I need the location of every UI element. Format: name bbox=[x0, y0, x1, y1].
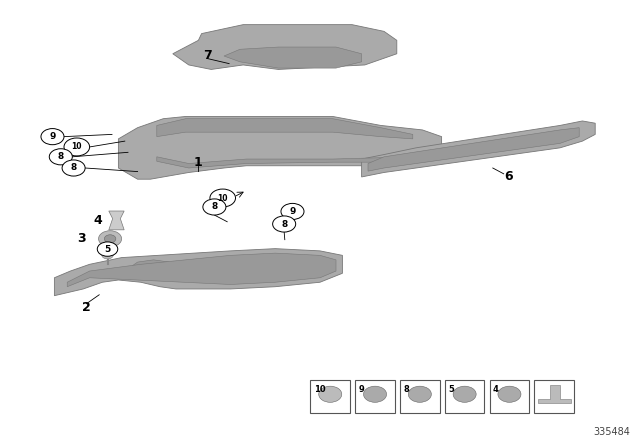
Circle shape bbox=[64, 138, 90, 156]
Polygon shape bbox=[173, 25, 397, 69]
FancyBboxPatch shape bbox=[445, 380, 484, 413]
Text: 5: 5 bbox=[104, 245, 111, 254]
Polygon shape bbox=[118, 116, 442, 179]
Text: 9: 9 bbox=[49, 132, 56, 141]
Polygon shape bbox=[157, 119, 413, 139]
Circle shape bbox=[319, 386, 342, 402]
Polygon shape bbox=[67, 253, 336, 287]
Text: 8: 8 bbox=[58, 152, 64, 161]
Polygon shape bbox=[362, 121, 595, 177]
Circle shape bbox=[99, 231, 122, 247]
Text: 8: 8 bbox=[70, 164, 77, 172]
FancyBboxPatch shape bbox=[490, 380, 529, 413]
Polygon shape bbox=[538, 385, 571, 403]
Text: 8: 8 bbox=[403, 385, 409, 394]
Circle shape bbox=[49, 149, 72, 165]
Text: 8: 8 bbox=[211, 202, 218, 211]
Circle shape bbox=[104, 235, 116, 243]
Polygon shape bbox=[131, 260, 170, 276]
Text: 7: 7 bbox=[204, 49, 212, 62]
Circle shape bbox=[273, 216, 296, 232]
Text: 1: 1 bbox=[194, 156, 203, 169]
FancyBboxPatch shape bbox=[355, 380, 395, 413]
Polygon shape bbox=[157, 155, 413, 168]
Circle shape bbox=[210, 189, 236, 207]
Circle shape bbox=[498, 386, 521, 402]
Text: 6: 6 bbox=[504, 169, 513, 183]
Polygon shape bbox=[224, 47, 362, 68]
Circle shape bbox=[62, 160, 85, 176]
Text: 4: 4 bbox=[493, 385, 499, 394]
Polygon shape bbox=[368, 128, 579, 171]
Circle shape bbox=[102, 251, 113, 259]
Circle shape bbox=[281, 203, 304, 220]
Text: 5: 5 bbox=[448, 385, 454, 394]
Circle shape bbox=[364, 386, 387, 402]
Polygon shape bbox=[109, 211, 124, 230]
Text: 8: 8 bbox=[281, 220, 287, 228]
Polygon shape bbox=[54, 249, 342, 296]
Circle shape bbox=[453, 386, 476, 402]
FancyBboxPatch shape bbox=[534, 380, 574, 413]
Text: 335484: 335484 bbox=[593, 427, 630, 437]
FancyBboxPatch shape bbox=[310, 380, 350, 413]
Text: 9: 9 bbox=[358, 385, 364, 394]
Circle shape bbox=[203, 199, 226, 215]
FancyBboxPatch shape bbox=[400, 380, 440, 413]
Circle shape bbox=[41, 129, 64, 145]
Text: 10: 10 bbox=[314, 385, 325, 394]
Text: 4: 4 bbox=[93, 214, 102, 227]
Circle shape bbox=[408, 386, 431, 402]
Text: 3: 3 bbox=[77, 232, 86, 246]
Text: 10: 10 bbox=[218, 194, 228, 202]
Text: 2: 2 bbox=[82, 301, 91, 314]
Circle shape bbox=[97, 242, 118, 256]
Text: 9: 9 bbox=[289, 207, 296, 216]
Text: 10: 10 bbox=[72, 142, 82, 151]
